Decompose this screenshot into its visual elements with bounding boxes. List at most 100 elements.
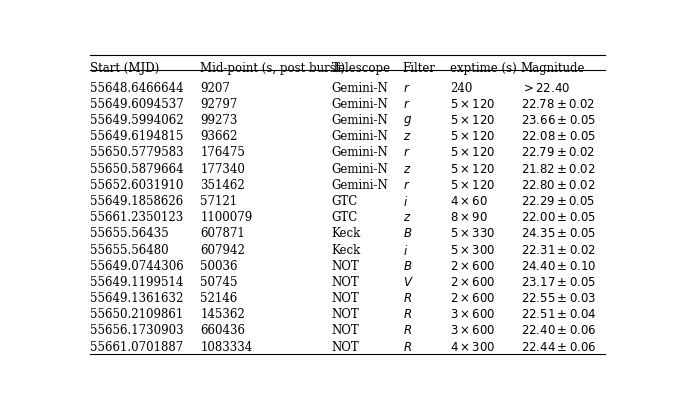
Text: Gemini-N: Gemini-N	[332, 147, 388, 160]
Text: 1083334: 1083334	[201, 341, 253, 354]
Text: 240: 240	[450, 82, 473, 95]
Text: Gemini-N: Gemini-N	[332, 163, 388, 176]
Text: Magnitude: Magnitude	[521, 63, 585, 76]
Text: $4\times300$: $4\times300$	[450, 341, 496, 354]
Text: $r$: $r$	[403, 82, 410, 95]
Text: $22.55\pm0.03$: $22.55\pm0.03$	[521, 292, 596, 305]
Text: 145362: 145362	[201, 308, 245, 321]
Text: Start (MJD): Start (MJD)	[90, 63, 159, 76]
Text: 55649.1858626: 55649.1858626	[90, 195, 183, 208]
Text: $22.79\pm0.02$: $22.79\pm0.02$	[521, 147, 595, 160]
Text: Mid-point (s, post burst): Mid-point (s, post burst)	[201, 63, 345, 76]
Text: 55655.56480: 55655.56480	[90, 244, 169, 257]
Text: Gemini-N: Gemini-N	[332, 98, 388, 111]
Text: $5\times120$: $5\times120$	[450, 179, 496, 192]
Text: GTC: GTC	[332, 195, 358, 208]
Text: 55661.2350123: 55661.2350123	[90, 211, 183, 224]
Text: $5\times120$: $5\times120$	[450, 147, 496, 160]
Text: 99273: 99273	[201, 114, 238, 127]
Text: $r$: $r$	[403, 179, 410, 192]
Text: $24.40\pm0.10$: $24.40\pm0.10$	[521, 260, 596, 273]
Text: $z$: $z$	[403, 130, 411, 143]
Text: Filter: Filter	[403, 63, 436, 76]
Text: $5\times300$: $5\times300$	[450, 244, 496, 257]
Text: $21.82\pm0.02$: $21.82\pm0.02$	[521, 163, 595, 176]
Text: $5\times120$: $5\times120$	[450, 130, 496, 143]
Text: $22.80\pm0.02$: $22.80\pm0.02$	[521, 179, 595, 192]
Text: 55650.5879664: 55650.5879664	[90, 163, 184, 176]
Text: $i$: $i$	[403, 195, 408, 209]
Text: 55649.0744306: 55649.0744306	[90, 260, 184, 273]
Text: $5\times120$: $5\times120$	[450, 98, 496, 111]
Text: 660436: 660436	[201, 324, 245, 337]
Text: 55649.6194815: 55649.6194815	[90, 130, 183, 143]
Text: $8\times90$: $8\times90$	[450, 211, 488, 224]
Text: 55649.1199514: 55649.1199514	[90, 276, 183, 289]
Text: $r$: $r$	[403, 98, 410, 111]
Text: 55648.6466644: 55648.6466644	[90, 82, 184, 95]
Text: 55650.5779583: 55650.5779583	[90, 147, 184, 160]
Text: $24.35\pm0.05$: $24.35\pm0.05$	[521, 227, 596, 240]
Text: 607942: 607942	[201, 244, 245, 257]
Text: $23.17\pm0.05$: $23.17\pm0.05$	[521, 276, 596, 289]
Text: 50036: 50036	[201, 260, 238, 273]
Text: $R$: $R$	[403, 324, 412, 337]
Text: Gemini-N: Gemini-N	[332, 82, 388, 95]
Text: $5\times330$: $5\times330$	[450, 227, 496, 240]
Text: $>22.40$: $>22.40$	[521, 82, 570, 95]
Text: NOT: NOT	[332, 308, 359, 321]
Text: Keck: Keck	[332, 244, 361, 257]
Text: $22.29\pm0.05$: $22.29\pm0.05$	[521, 195, 595, 208]
Text: $22.31\pm0.02$: $22.31\pm0.02$	[521, 244, 596, 257]
Text: Telescope: Telescope	[332, 63, 391, 76]
Text: $i$: $i$	[403, 244, 408, 257]
Text: $g$: $g$	[403, 114, 412, 128]
Text: 52146: 52146	[201, 292, 237, 305]
Text: 57121: 57121	[201, 195, 237, 208]
Text: 607871: 607871	[201, 227, 245, 240]
Text: $5\times120$: $5\times120$	[450, 163, 496, 176]
Text: exptime (s): exptime (s)	[450, 63, 517, 76]
Text: 55655.56435: 55655.56435	[90, 227, 169, 240]
Text: $5\times120$: $5\times120$	[450, 114, 496, 127]
Text: $z$: $z$	[403, 211, 411, 224]
Text: 1100079: 1100079	[201, 211, 253, 224]
Text: $22.40\pm0.06$: $22.40\pm0.06$	[521, 324, 597, 337]
Text: $3\times600$: $3\times600$	[450, 324, 496, 337]
Text: $22.78\pm0.02$: $22.78\pm0.02$	[521, 98, 595, 111]
Text: $2\times600$: $2\times600$	[450, 292, 496, 305]
Text: $22.51\pm0.04$: $22.51\pm0.04$	[521, 308, 597, 321]
Text: 177340: 177340	[201, 163, 245, 176]
Text: 176475: 176475	[201, 147, 245, 160]
Text: 55661.0701887: 55661.0701887	[90, 341, 183, 354]
Text: 55649.5994062: 55649.5994062	[90, 114, 184, 127]
Text: 55652.6031910: 55652.6031910	[90, 179, 183, 192]
Text: 55656.1730903: 55656.1730903	[90, 324, 184, 337]
Text: $B$: $B$	[403, 260, 412, 273]
Text: $R$: $R$	[403, 292, 412, 305]
Text: 55649.6094537: 55649.6094537	[90, 98, 184, 111]
Text: Gemini-N: Gemini-N	[332, 114, 388, 127]
Text: 50745: 50745	[201, 276, 238, 289]
Text: 92797: 92797	[201, 98, 238, 111]
Text: $22.08\pm0.05$: $22.08\pm0.05$	[521, 130, 596, 143]
Text: $3\times600$: $3\times600$	[450, 308, 496, 321]
Text: GTC: GTC	[332, 211, 358, 224]
Text: $2\times600$: $2\times600$	[450, 260, 496, 273]
Text: NOT: NOT	[332, 292, 359, 305]
Text: $2\times600$: $2\times600$	[450, 276, 496, 289]
Text: 55650.2109861: 55650.2109861	[90, 308, 183, 321]
Text: NOT: NOT	[332, 324, 359, 337]
Text: $R$: $R$	[403, 341, 412, 354]
Text: 351462: 351462	[201, 179, 245, 192]
Text: $V$: $V$	[403, 276, 414, 289]
Text: $22.44\pm0.06$: $22.44\pm0.06$	[521, 341, 597, 354]
Text: $z$: $z$	[403, 163, 411, 176]
Text: Gemini-N: Gemini-N	[332, 130, 388, 143]
Text: 9207: 9207	[201, 82, 231, 95]
Text: $R$: $R$	[403, 308, 412, 321]
Text: $r$: $r$	[403, 147, 410, 160]
Text: Gemini-N: Gemini-N	[332, 179, 388, 192]
Text: $23.66\pm0.05$: $23.66\pm0.05$	[521, 114, 596, 127]
Text: NOT: NOT	[332, 260, 359, 273]
